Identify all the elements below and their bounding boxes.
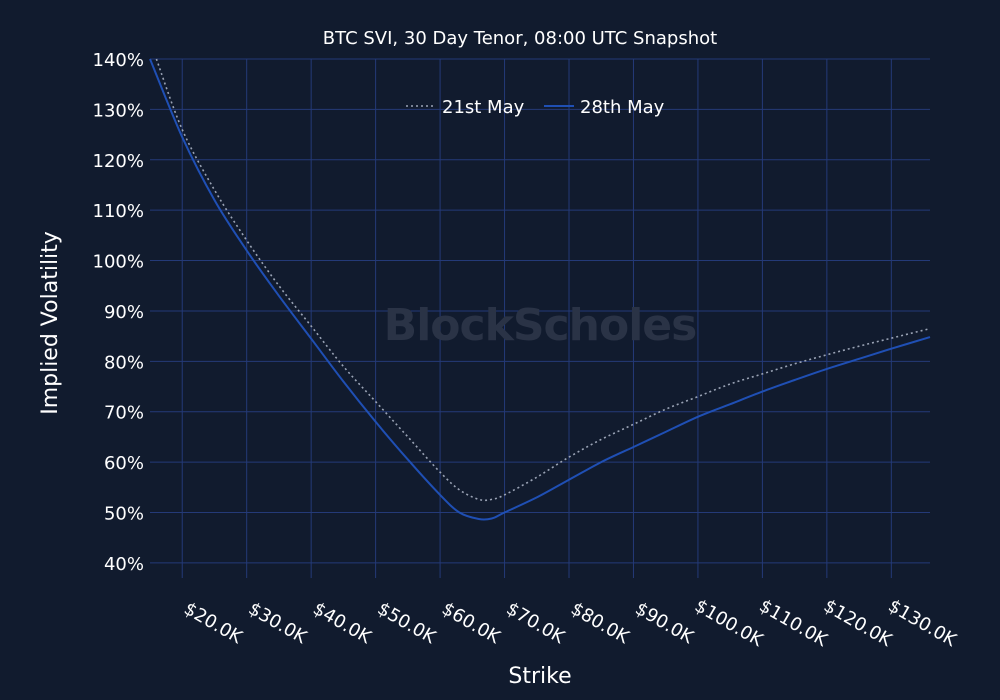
watermark: BlockScholes <box>384 300 697 351</box>
y-tick-label: 60% <box>104 453 144 474</box>
y-tick-label: 100% <box>93 252 144 273</box>
y-tick-label: 110% <box>93 201 144 222</box>
y-tick-label: 130% <box>93 100 144 121</box>
y-tick-label: 40% <box>104 554 144 575</box>
y-tick-label: 80% <box>104 352 144 373</box>
legend-label-21st-may: 21st May <box>442 97 525 118</box>
series-line-28th-may <box>149 58 931 521</box>
chart-title: BTC SVI, 30 Day Tenor, 08:00 UTC Snapsho… <box>323 28 717 49</box>
y-tick-label: 70% <box>104 403 144 424</box>
series-layer <box>149 58 931 521</box>
legend-label-28th-may: 28th May <box>580 97 665 118</box>
y-tick-label: 140% <box>93 50 144 71</box>
grid-layer <box>150 58 930 578</box>
y-tick-label: 120% <box>93 151 144 172</box>
y-axis-title: Implied Volatility <box>38 231 63 415</box>
y-tick-label: 90% <box>104 302 144 323</box>
y-tick-label: 50% <box>104 503 144 524</box>
series-line-21st-may <box>155 58 931 502</box>
x-axis-title: Strike <box>508 664 571 689</box>
legend: 21st May 28th May <box>406 97 665 118</box>
